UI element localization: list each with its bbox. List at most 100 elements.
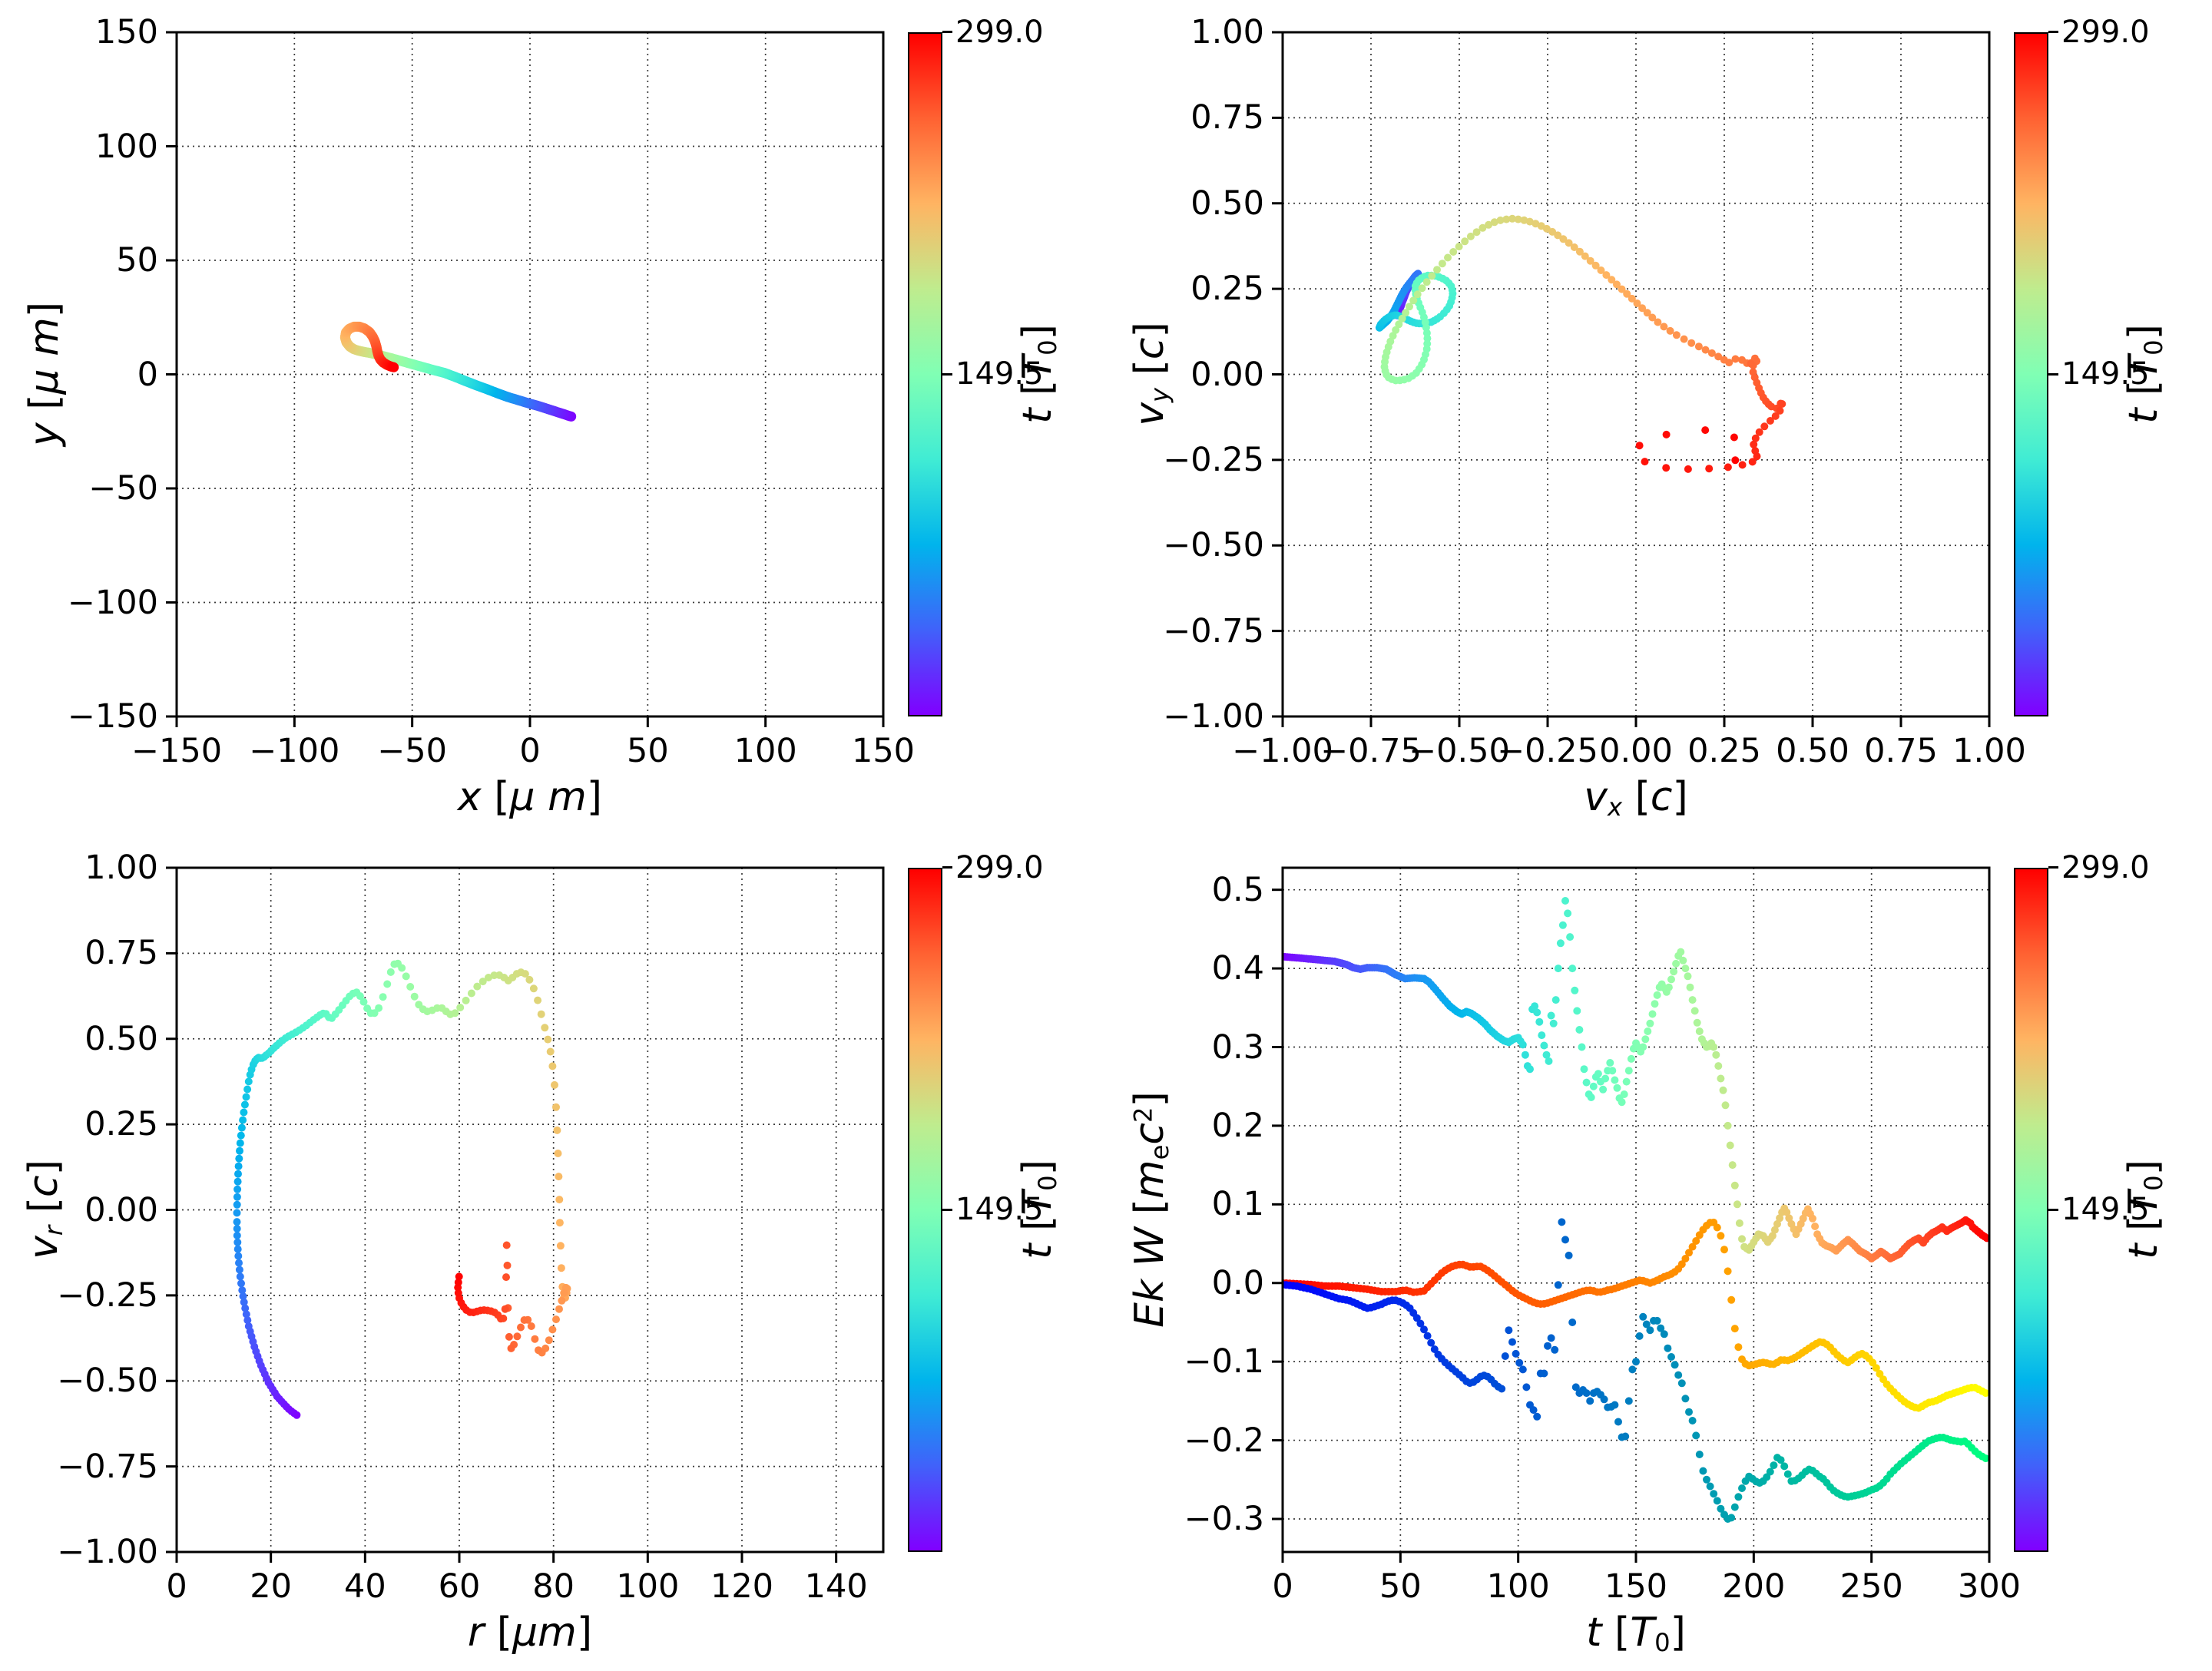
- x-tick-label: 100: [1486, 1567, 1550, 1606]
- colorbar-tick-mark: [942, 1209, 952, 1211]
- x-tick-label: 200: [1722, 1567, 1786, 1606]
- y-tick-label: 0.25: [1190, 270, 1264, 309]
- gridlines: [177, 32, 883, 716]
- subplot-rvr: vr [c] r [μm] 299.0 149.5 t [T0] 0 20 40 60…: [0, 836, 1106, 1671]
- series-group: [233, 959, 571, 1419]
- x-tick-label: 0.00: [1599, 732, 1673, 770]
- colorbar: [2014, 868, 2048, 1552]
- colorbar-tick-mid: 149.5: [2061, 356, 2150, 392]
- x-tick-label: 0: [519, 732, 541, 770]
- x-tick-label: 50: [1379, 1567, 1422, 1606]
- gridlines: [1283, 32, 1989, 716]
- plot-canvas-xy: [166, 31, 885, 727]
- gridlines: [177, 868, 883, 1552]
- y-tick-label: −0.25: [57, 1276, 158, 1315]
- x-tick-label: 100: [616, 1567, 680, 1606]
- colorbar-tick-mark: [2048, 1209, 2058, 1211]
- colorbar-tick-max: 299.0: [2061, 15, 2150, 50]
- series-group: [1283, 897, 1989, 1523]
- series-group: [1375, 214, 1786, 473]
- x-tick-label: 140: [804, 1567, 868, 1606]
- colorbar: [908, 32, 942, 716]
- tick-marks: [1272, 888, 1991, 1563]
- plot-canvas-vxvy: [1272, 31, 1991, 727]
- series-group: [339, 321, 577, 422]
- x-tick-label: 150: [851, 732, 916, 770]
- y-tick-label: 0.00: [84, 1190, 158, 1229]
- y-tick-label: 0.3: [1211, 1027, 1264, 1067]
- colorbar-tick-mark: [942, 31, 952, 33]
- x-tick-label: 150: [1604, 1567, 1668, 1606]
- y-tick-label: 0.0: [1211, 1263, 1264, 1302]
- y-tick-label: 0.25: [84, 1105, 158, 1144]
- x-axis-label: t [T0]: [1586, 1610, 1686, 1657]
- colorbar-label: t [T0]: [2121, 324, 2168, 424]
- trajectory-xy: [339, 321, 577, 422]
- x-tick-label: 40: [343, 1567, 386, 1606]
- y-tick-label: 0: [137, 355, 158, 394]
- x-tick-label: 100: [733, 732, 797, 770]
- y-tick-label: 0.75: [84, 934, 158, 973]
- x-tick-label: −100: [249, 732, 340, 770]
- colorbar-tick-mark: [2048, 31, 2058, 33]
- tick-marks: [166, 31, 885, 727]
- colorbar-label: t [T0]: [1015, 1160, 1062, 1259]
- x-axis-label: r [μm]: [467, 1610, 593, 1656]
- gridlines: [1283, 868, 1989, 1552]
- x-tick-label: −0.75: [1320, 732, 1422, 770]
- y-tick-label: −0.3: [1184, 1499, 1264, 1538]
- series-w-winter: [1283, 1218, 1989, 1523]
- x-tick-label: 1.00: [1952, 732, 2026, 770]
- axes-frame: [175, 866, 885, 1554]
- y-tick-label: −0.75: [57, 1447, 158, 1486]
- x-tick-label: −150: [131, 732, 223, 770]
- y-tick-label: −0.50: [1163, 526, 1264, 565]
- y-tick-label: 150: [94, 13, 158, 51]
- x-tick-label: 0: [1272, 1567, 1293, 1606]
- y-tick-label: −1.00: [1163, 697, 1264, 736]
- colorbar-tick-max: 299.0: [2061, 850, 2150, 885]
- colorbar-tick-mid: 149.5: [955, 1192, 1044, 1227]
- y-tick-label: −100: [67, 583, 158, 622]
- plot-canvas-ekw: [1272, 866, 1991, 1563]
- y-tick-label: 1.00: [1190, 13, 1264, 51]
- series-w-autumn: [1283, 1218, 1989, 1412]
- y-tick-label: 0.50: [1190, 184, 1264, 223]
- subplot-xy: y [μ m] x [μ m] 299.0 149.5 t [T0] −150−…: [0, 0, 1106, 836]
- x-tick-label: 0.75: [1864, 732, 1938, 770]
- x-tick-label: 80: [532, 1567, 575, 1606]
- tick-marks: [166, 866, 838, 1563]
- x-tick-label: 120: [710, 1567, 774, 1606]
- x-tick-label: 60: [438, 1567, 481, 1606]
- tick-marks: [1272, 31, 1991, 727]
- y-tick-label: −0.50: [57, 1362, 158, 1401]
- y-tick-label: −150: [67, 697, 158, 736]
- y-tick-label: 0.75: [1190, 98, 1264, 137]
- y-tick-label: 0.00: [1190, 355, 1264, 394]
- x-axis-label: x [μ m]: [457, 774, 603, 820]
- y-tick-label: 0.4: [1211, 949, 1264, 988]
- subplot-vxvy: vy [c] vx [c] 299.0 149.5 t [T0] −1.00 −0…: [1106, 0, 2212, 836]
- x-tick-label: 50: [626, 732, 669, 770]
- plot-canvas-rvr: [166, 866, 885, 1563]
- colorbar-tick-mark: [2048, 373, 2058, 376]
- trajectory-rvr: [233, 959, 571, 1419]
- y-tick-label: −0.25: [1163, 440, 1264, 479]
- y-tick-label: −0.2: [1184, 1421, 1264, 1460]
- x-axis-label: vx [c]: [1584, 774, 1688, 822]
- y-tick-label: 1.00: [84, 849, 158, 887]
- y-tick-label: 0.5: [1211, 870, 1264, 909]
- y-tick-label: −50: [88, 469, 158, 508]
- colorbar: [908, 868, 942, 1552]
- x-tick-label: 0: [166, 1567, 187, 1606]
- y-tick-label: 0.2: [1211, 1106, 1264, 1145]
- colorbar-tick-max: 299.0: [955, 15, 1044, 50]
- y-tick-label: 0.1: [1211, 1185, 1264, 1224]
- colorbar-tick-max: 299.0: [955, 850, 1044, 885]
- y-tick-label: 100: [94, 127, 158, 166]
- colorbar-label: t [T0]: [2121, 1160, 2168, 1259]
- x-tick-label: −1.00: [1232, 732, 1333, 770]
- colorbar-tick-mid: 149.5: [2061, 1192, 2150, 1227]
- y-tick-label: −0.1: [1184, 1342, 1264, 1381]
